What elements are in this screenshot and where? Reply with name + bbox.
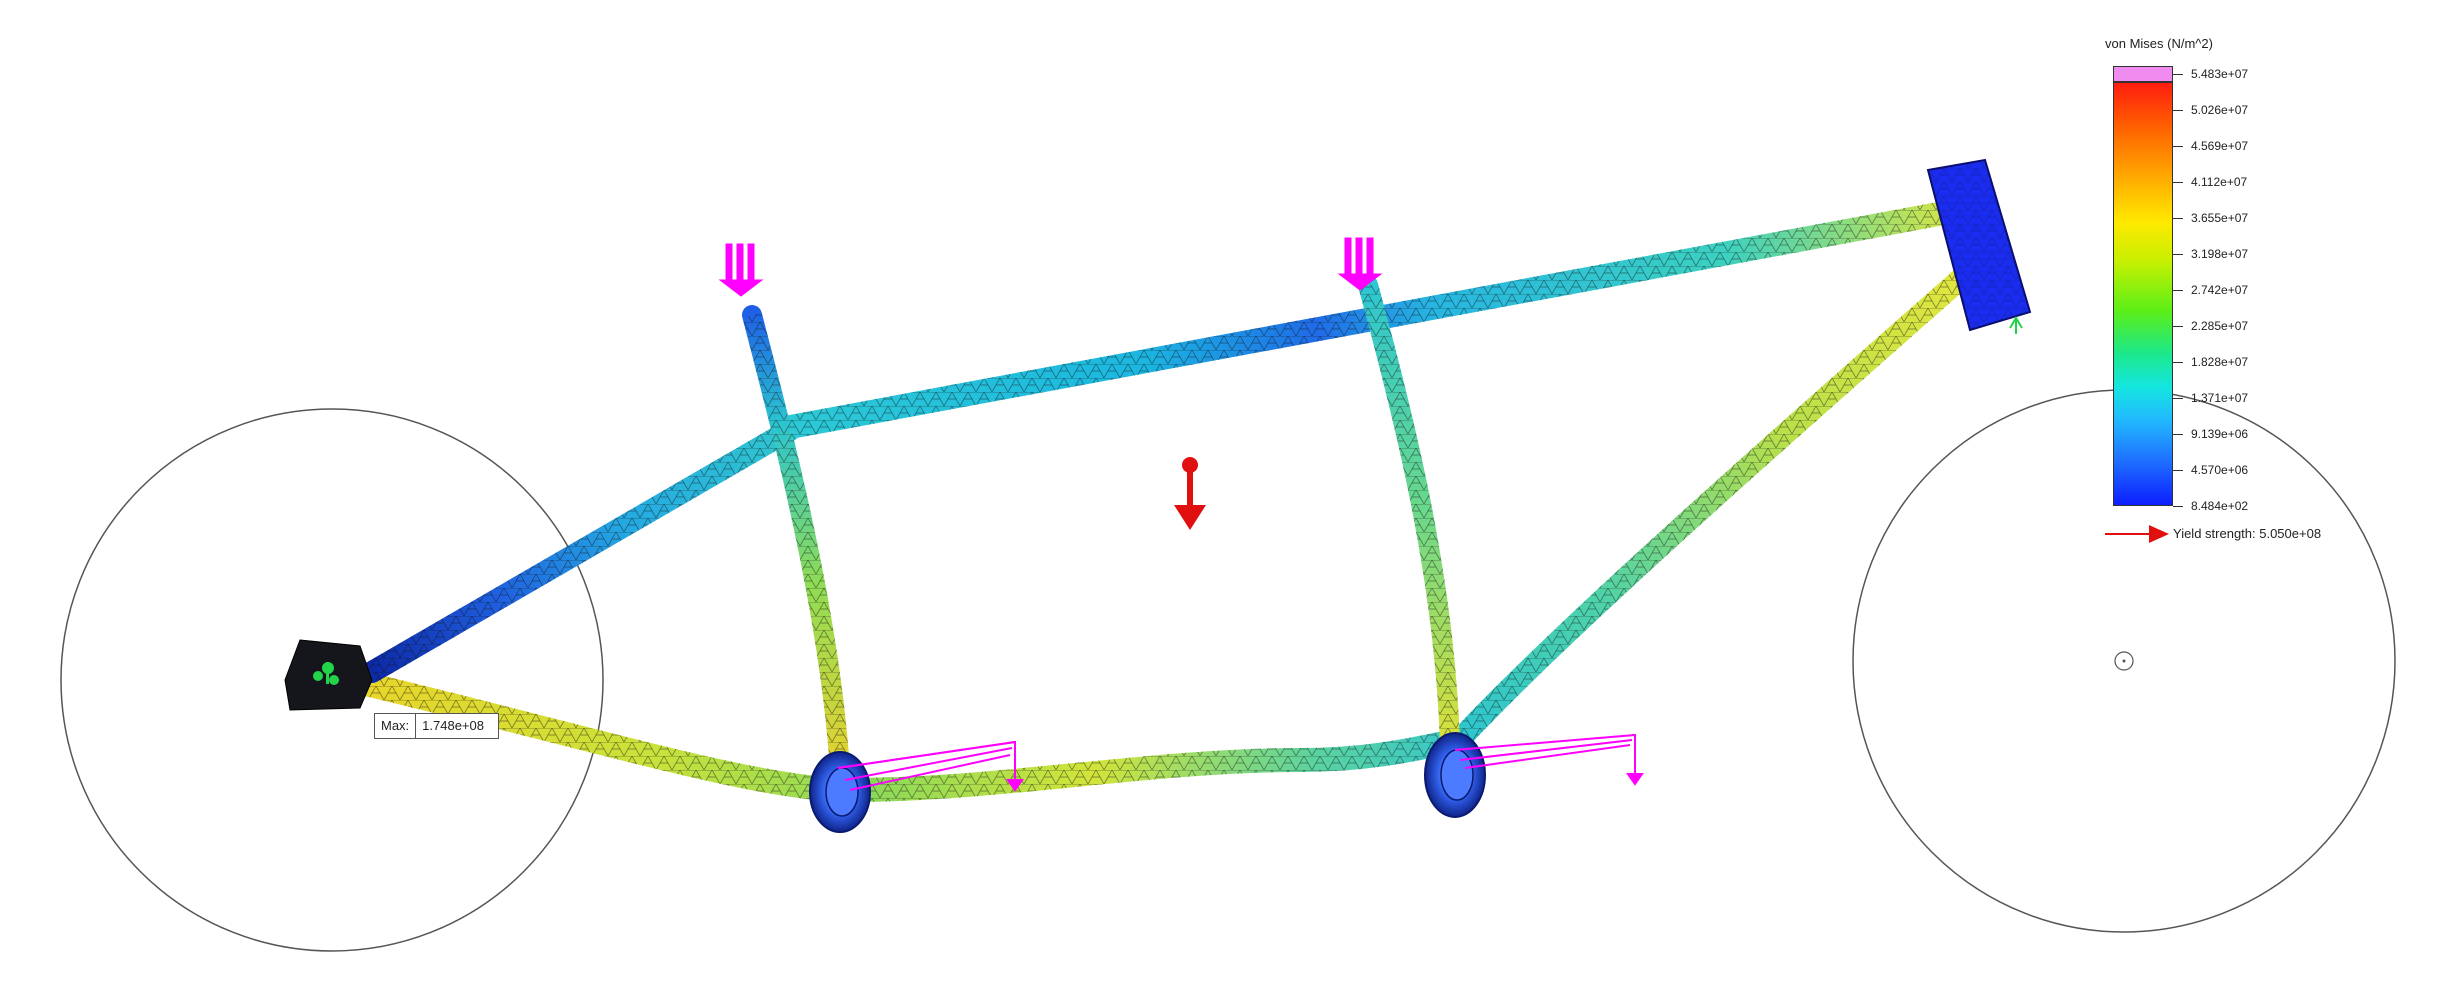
legend-tick: [2173, 146, 2183, 147]
rear-wheel: [60, 408, 604, 952]
rear-bottom-bracket: [809, 751, 871, 833]
legend-tick: [2173, 290, 2183, 291]
fixture-icon: [2009, 316, 2023, 334]
legend-tick-label: 3.655e+07: [2191, 211, 2249, 225]
legend-tick: [2173, 506, 2183, 507]
rear-dropout: [284, 639, 373, 711]
frame-mesh[interactable]: [284, 158, 2032, 833]
legend-tick: [2173, 362, 2183, 363]
legend-tick-label: 1.371e+07: [2191, 391, 2249, 405]
legend-tick-label: 9.139e+06: [2191, 427, 2249, 441]
legend-title: von Mises (N/m^2): [2105, 36, 2213, 51]
legend-tick: [2173, 434, 2183, 435]
legend-tick: [2173, 74, 2183, 75]
legend-tick: [2173, 326, 2183, 327]
load-arrow-icon: [718, 237, 1644, 792]
legend-colorbar: [2113, 82, 2173, 506]
max-stress-callout[interactable]: Max: 1.748e+08: [374, 713, 499, 739]
gravity-arrow-icon: [1174, 457, 1206, 530]
yield-strength-row: Yield strength: 5.050e+08: [2105, 522, 2435, 546]
legend-tick-label: 4.569e+07: [2191, 139, 2249, 153]
rear-seat-load: [718, 243, 764, 297]
yield-arrow-icon: [2105, 533, 2151, 535]
legend-tick: [2173, 218, 2183, 219]
legend-tick-label: 1.828e+07: [2191, 355, 2249, 369]
yield-strength-label: Yield strength: 5.050e+08: [2173, 526, 2322, 541]
legend-tick: [2173, 470, 2183, 471]
head-tube: [1926, 158, 2032, 334]
front-seat-load: [1337, 237, 1383, 291]
fixture-icon: [313, 662, 339, 685]
legend-tick-label: 4.570e+06: [2191, 463, 2249, 477]
legend-tick-label: 5.026e+07: [2191, 103, 2249, 117]
rear-pedal-load: [837, 740, 1024, 792]
legend-tick-label: 4.112e+07: [2191, 175, 2248, 189]
stress-legend: von Mises (N/m^2) 5.483e+07 5.026e+07 4.56…: [2105, 30, 2435, 550]
legend-tick: [2173, 398, 2183, 399]
legend-tick-label: 3.198e+07: [2191, 247, 2249, 261]
max-label: Max:: [375, 714, 417, 738]
front-bottom-bracket: [1424, 732, 1486, 818]
front-pedal-load: [1454, 733, 1644, 786]
legend-tick-label: 5.483e+07: [2191, 67, 2249, 81]
yield-arrow-head: [2149, 525, 2169, 543]
legend-tick: [2173, 182, 2183, 183]
legend-max-swatch: [2113, 66, 2173, 82]
legend-tick: [2173, 110, 2183, 111]
wheel-center-icon: [2114, 651, 2134, 671]
legend-tick-label: 2.742e+07: [2191, 283, 2249, 297]
legend-tick-label: 8.484e+02: [2191, 499, 2249, 513]
legend-tick: [2173, 254, 2183, 255]
max-value: 1.748e+08: [422, 718, 484, 733]
legend-tick-label: 2.285e+07: [2191, 319, 2249, 333]
